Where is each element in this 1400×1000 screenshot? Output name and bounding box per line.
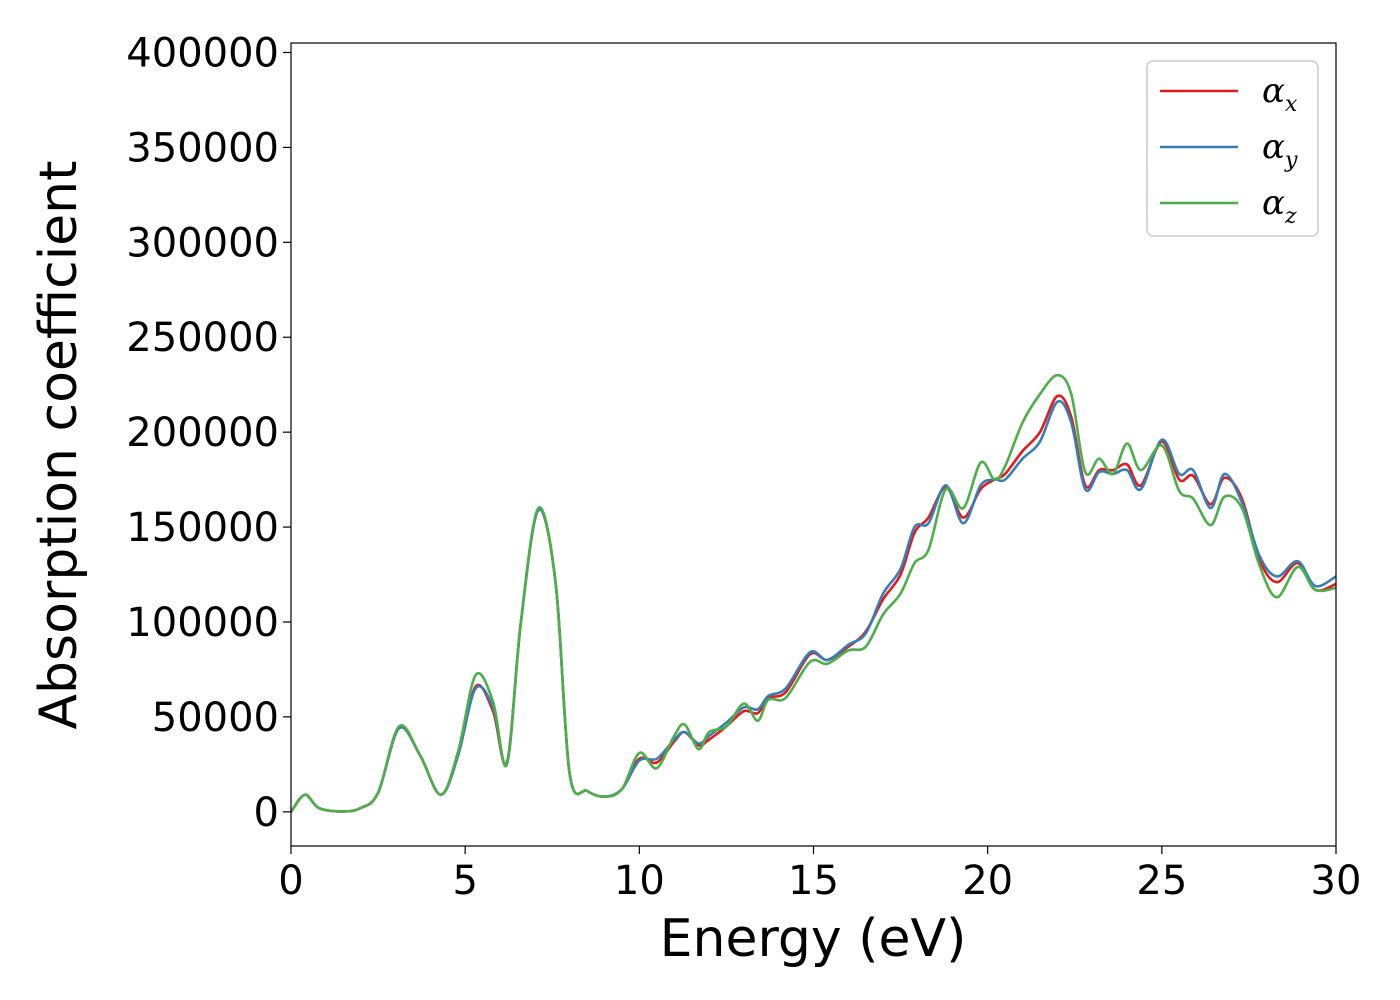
y-tick-label: 250000	[126, 315, 279, 361]
x-tick-label: 20	[962, 858, 1013, 904]
series-lines	[291, 373, 1336, 813]
x-tick-label: 0	[278, 858, 303, 904]
x-tick-label: 30	[1311, 858, 1362, 904]
y-tick-label: 50000	[152, 695, 279, 741]
legend-label-alpha-x: αx	[1262, 71, 1298, 117]
x-axis-ticks: 0 5 10 15 20 25 30	[278, 846, 1361, 904]
series-line-alpha-z	[291, 373, 1336, 813]
y-tick-label: 400000	[126, 30, 279, 76]
legend-box	[1146, 60, 1319, 237]
legend-subscript: x	[1285, 92, 1298, 117]
y-tick-label: 300000	[126, 220, 279, 266]
y-tick-label: 100000	[126, 600, 279, 646]
legend-subscript: z	[1284, 204, 1297, 229]
legend-subscript: y	[1284, 148, 1298, 173]
y-tick-label: 350000	[126, 125, 279, 171]
y-tick-label: 200000	[126, 410, 279, 456]
x-tick-label: 5	[452, 858, 477, 904]
y-axis-title: Absorption coefficient	[29, 160, 89, 729]
legend-symbol: α	[1262, 127, 1285, 167]
series-line-alpha-x	[291, 394, 1336, 813]
y-tick-label: 150000	[126, 505, 279, 551]
legend-symbol: α	[1262, 183, 1285, 223]
legend-label-alpha-y: αy	[1262, 127, 1298, 173]
series-line-alpha-y	[291, 399, 1336, 813]
legend-label-alpha-z: αz	[1262, 183, 1297, 229]
x-tick-label: 25	[1136, 858, 1187, 904]
y-tick-label: 0	[254, 790, 279, 836]
x-tick-label: 10	[614, 858, 665, 904]
x-tick-label: 15	[788, 858, 839, 904]
y-axis-ticks: 0 50000 100000 150000 200000 250000 300000 3500…	[126, 30, 291, 836]
plot-frame	[290, 42, 1337, 847]
x-axis-title: Energy (eV)	[660, 909, 967, 969]
legend-symbol: α	[1262, 71, 1285, 111]
